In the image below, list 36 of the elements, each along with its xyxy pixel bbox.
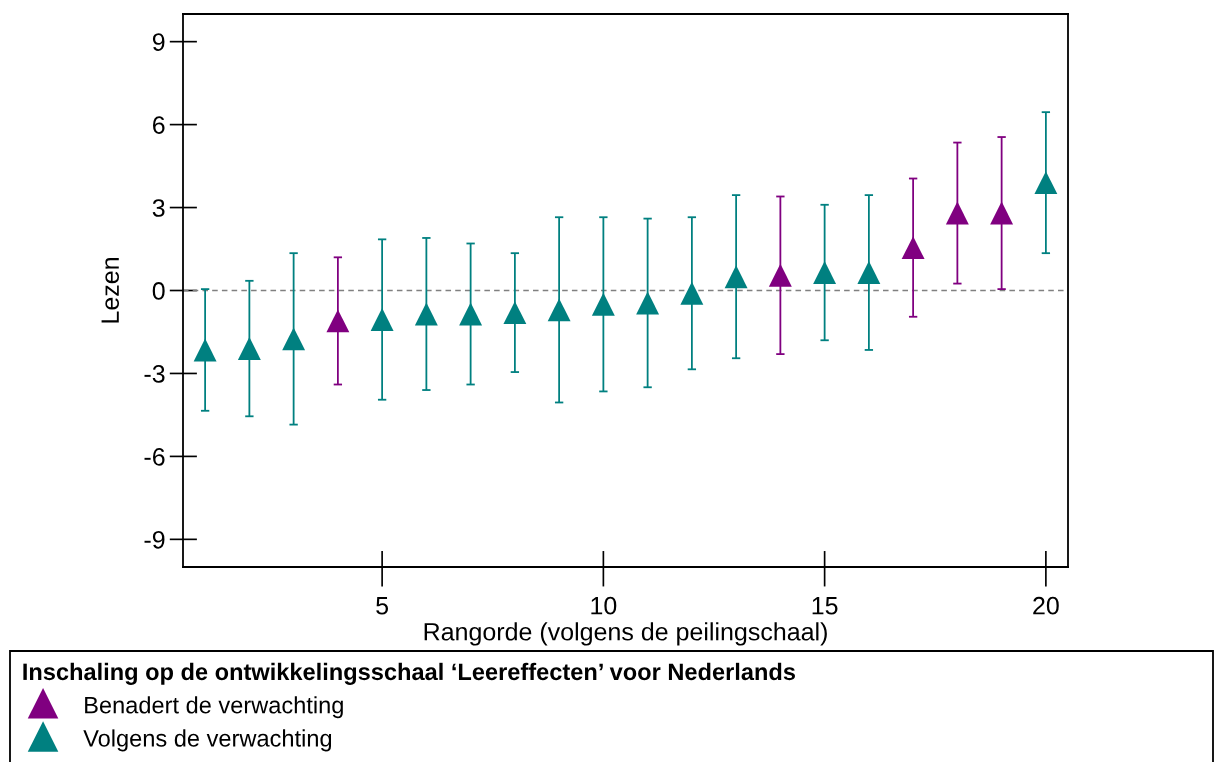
point [945, 201, 969, 225]
y-tick-label: -6 [144, 448, 165, 466]
point [813, 261, 837, 284]
point [724, 265, 748, 289]
point [857, 261, 881, 284]
point [414, 302, 438, 326]
point [547, 298, 571, 322]
point [503, 301, 527, 325]
point [282, 327, 306, 351]
y-axis-title: Lezen [101, 258, 120, 323]
point [680, 281, 704, 305]
x-tick-label: 20 [1033, 596, 1059, 615]
point [768, 263, 792, 287]
x-tick-label: 10 [591, 596, 617, 615]
y-tick-label: -9 [144, 530, 165, 549]
y-tick-label: 6 [153, 116, 165, 134]
point [370, 308, 394, 331]
x-tick-label: 5 [376, 597, 389, 615]
legend-label: Volgens de verwachting [83, 729, 332, 752]
y-tick-label: 3 [152, 199, 165, 217]
y-tick-label: 0 [152, 282, 165, 300]
y-tick-label: 9 [152, 33, 165, 51]
point [237, 337, 261, 361]
point [193, 338, 217, 362]
x-tick-label: 15 [812, 597, 838, 615]
point [636, 291, 660, 315]
legend-title: Inschaling op de ontwikkelingsschaal ‘Leereffecten’ voor Nederlands [23, 662, 795, 685]
point [1034, 171, 1058, 195]
point [990, 201, 1014, 225]
x-axis-title: Rangorde (volgens de peilingschaal) [424, 622, 827, 646]
point [591, 292, 615, 316]
point [326, 309, 350, 333]
point [901, 236, 925, 260]
legend-label: Benadert de verwachting [85, 696, 343, 719]
point [459, 302, 483, 326]
y-tick-label: -3 [144, 365, 165, 383]
